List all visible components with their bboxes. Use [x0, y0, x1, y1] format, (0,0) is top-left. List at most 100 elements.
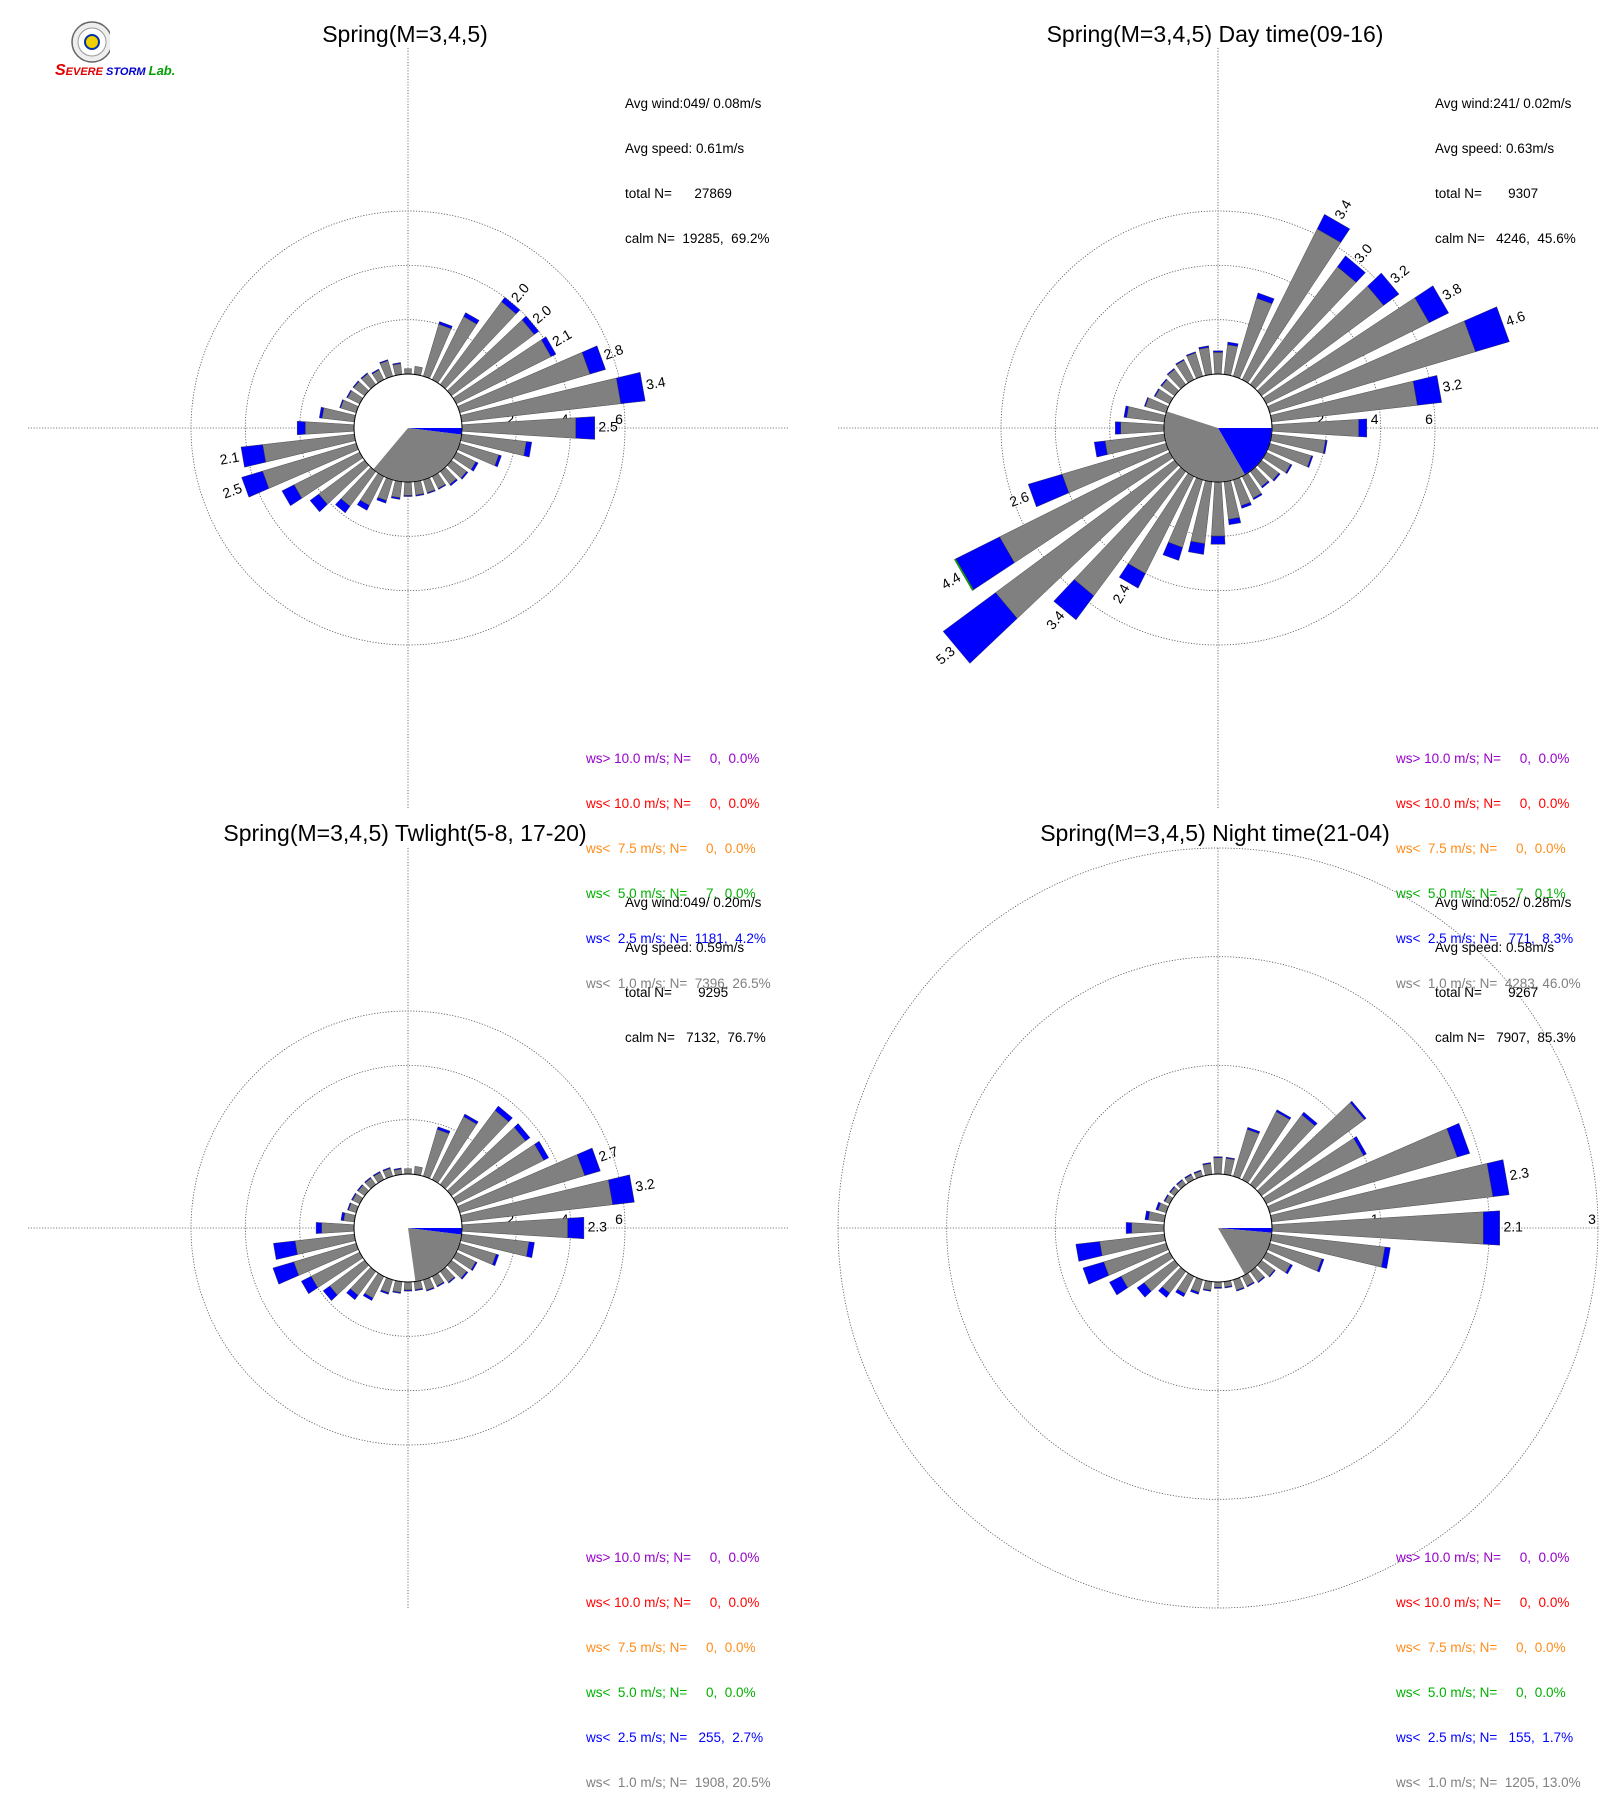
- logo-severe: EVERE: [65, 66, 103, 78]
- bar-low-speed: [371, 368, 380, 375]
- bar-low-speed: [1175, 359, 1185, 366]
- speed-legend: ws> 10.0 m/s; N= 0, 0.0% ws< 10.0 m/s; N…: [1396, 1520, 1581, 1820]
- bar-low-speed: [1186, 351, 1196, 357]
- wind-rose-plot: 2462.02.02.12.83.42.52.52.1: [28, 48, 788, 808]
- bar-low-speed: [1486, 1159, 1510, 1197]
- bar-low-speed: [1163, 1194, 1169, 1202]
- bar-low-speed: [436, 1281, 445, 1288]
- bar-value-label: 3.8: [1439, 280, 1464, 304]
- bar-low-speed: [392, 362, 401, 366]
- calm-sector: [1218, 428, 1272, 475]
- bar-low-speed: [240, 444, 266, 468]
- bar-calm-speed: [1223, 1157, 1235, 1176]
- legend-entry: ws< 10.0 m/s; N= 0, 0.0%: [586, 796, 760, 811]
- calm-n: calm N= 19285, 69.2%: [625, 231, 770, 246]
- bar-low-speed: [1236, 1287, 1245, 1292]
- legend-entry: ws< 5.0 m/s; N= 0, 0.0%: [1396, 1685, 1566, 1700]
- bar-low-speed: [436, 1126, 451, 1134]
- bar-calm-speed: [321, 1222, 355, 1234]
- speed-legend: ws> 10.0 m/s; N= 0, 0.0% ws< 10.0 m/s; N…: [1396, 721, 1581, 1021]
- bar-low-speed: [501, 296, 521, 315]
- bar-low-speed: [1202, 1162, 1211, 1166]
- bar-calm-speed: [1213, 1157, 1223, 1175]
- bar-low-speed: [470, 461, 479, 472]
- bar-low-speed: [241, 470, 270, 498]
- bar-calm-speed: [305, 421, 355, 435]
- bar-value-label: 2.1: [218, 449, 240, 468]
- logo-text: SEVERE STORM Lab.: [55, 62, 175, 80]
- bar-value-label: 2.1: [1503, 1219, 1523, 1235]
- bar-low-speed: [362, 1293, 374, 1301]
- bar-low-speed: [438, 321, 453, 329]
- bar-low-speed: [494, 1105, 513, 1123]
- bar-low-speed: [1053, 579, 1095, 621]
- bar-low-speed: [1317, 1258, 1325, 1273]
- panel-title: Spring(M=3,4,5): [322, 21, 488, 47]
- bar-low-speed: [1118, 563, 1146, 589]
- bar-low-speed: [1275, 1109, 1292, 1120]
- legend-entry: ws< 5.0 m/s; N= 7, 0.1%: [1396, 886, 1566, 901]
- bar-low-speed: [575, 416, 595, 440]
- bar-low-speed: [372, 1171, 381, 1177]
- panel-title: Spring(M=3,4,5) Twlight(5-8, 17-20): [223, 820, 587, 846]
- avg-wind: Avg wind:241/ 0.02m/s: [1435, 96, 1572, 111]
- bar-low-speed: [1082, 1261, 1109, 1285]
- bar-low-speed: [315, 1222, 322, 1234]
- logo-storm: STORM: [106, 66, 146, 78]
- bar-calm-speed: [1131, 1222, 1165, 1234]
- bar-low-speed: [1246, 1281, 1255, 1288]
- legend-entry: ws< 5.0 m/s; N= 7, 0.0%: [586, 886, 756, 901]
- bar-low-speed: [942, 592, 1018, 664]
- bar-low-speed: [1158, 1286, 1170, 1298]
- bar-low-speed: [1136, 1282, 1152, 1298]
- bar-calm-speed: [1202, 1163, 1213, 1176]
- bar-low-speed: [523, 441, 533, 458]
- wind-rose-panel: 2462.02.02.12.83.42.52.52.1 Spring(M=3,4…: [0, 0, 810, 991]
- bar-low-speed: [1323, 440, 1328, 454]
- bar-low-speed: [608, 1174, 635, 1205]
- bar-value-label: 4.6: [1503, 307, 1527, 329]
- calm-sector: [1218, 1228, 1272, 1275]
- bar-low-speed: [1381, 1246, 1391, 1269]
- bar-calm-speed: [403, 1281, 413, 1291]
- wind-rose-plot: 2 4 6 3.4 3.0 3.2 3.8 4.6 3.2 2.4 3.4 5.3 4.4 2.6: [838, 48, 1598, 808]
- bar-calm-speed: [404, 368, 412, 375]
- bar-low-speed: [1166, 368, 1175, 376]
- ring-label: 6: [615, 411, 623, 427]
- ring-label: 2: [506, 1211, 514, 1227]
- ring-label: 4: [1371, 411, 1379, 427]
- bar-low-speed: [492, 1253, 500, 1267]
- severe-storm-lab-logo: [50, 20, 150, 90]
- bar-low-speed: [281, 484, 303, 507]
- bar-low-speed: [1307, 455, 1314, 468]
- bar-low-speed: [521, 315, 540, 335]
- bar-value-label: 2.0: [529, 302, 554, 327]
- bar-value-label: 3.4: [1331, 197, 1355, 222]
- bar-low-speed: [297, 420, 306, 436]
- calm-sector: [408, 1228, 462, 1235]
- bar-low-speed: [1093, 440, 1108, 458]
- bar-low-speed: [1446, 1123, 1471, 1158]
- bar-calm-speed: [1147, 1211, 1166, 1223]
- bar-value-label: 3.2: [1441, 376, 1463, 395]
- stats-block: Avg wind:049/ 0.08m/s Avg speed: 0.61m/s…: [625, 66, 769, 276]
- bar-low-speed: [1353, 1136, 1367, 1156]
- bar-low-speed: [616, 372, 646, 404]
- bar-low-speed: [351, 1192, 357, 1201]
- bar-low-speed: [1240, 502, 1252, 509]
- bar-calm-speed: [1213, 352, 1223, 375]
- bar-low-speed: [1144, 1210, 1150, 1221]
- bar-low-speed: [1272, 472, 1281, 482]
- bar-low-speed: [1316, 214, 1351, 243]
- bar-value-label: 2.3: [1508, 1164, 1530, 1183]
- bar-low-speed: [460, 471, 469, 480]
- ring-label: 2: [1316, 411, 1324, 427]
- ring-label: 3: [1588, 1211, 1596, 1227]
- bar-low-speed: [426, 1287, 435, 1292]
- bar-low-speed: [576, 1147, 601, 1176]
- bar-low-speed: [1123, 405, 1129, 418]
- calm-sector: [1218, 1228, 1272, 1233]
- bar-value-label: 2.6: [1007, 488, 1031, 510]
- bar-low-speed: [340, 1211, 346, 1221]
- logo-s: S: [55, 62, 66, 79]
